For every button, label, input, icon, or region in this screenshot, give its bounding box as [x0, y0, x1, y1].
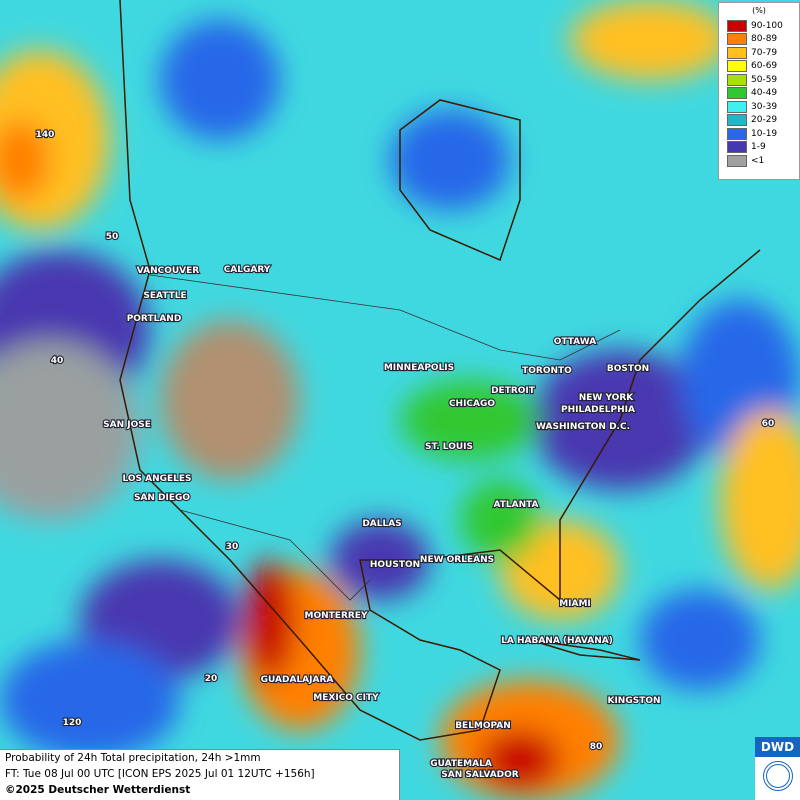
city-label: GUATEMALA — [430, 759, 492, 769]
legend-label: 90-100 — [751, 20, 783, 31]
legend-swatch — [727, 73, 747, 86]
city-label: ST. LOUIS — [425, 442, 473, 452]
legend-swatch — [727, 141, 747, 154]
grid-label: 140 — [36, 130, 55, 140]
legend-label: 80-89 — [751, 34, 778, 45]
borders — [149, 274, 621, 601]
legend-swatch — [727, 154, 747, 167]
legend-item: 70-79 — [727, 46, 799, 60]
caption: Probability of 24h Total precipitation, … — [0, 749, 400, 800]
legend-item: 60-69 — [727, 60, 799, 74]
city-label: ATLANTA — [493, 500, 538, 510]
legend-swatch — [727, 46, 747, 59]
city-label: DALLAS — [362, 519, 401, 529]
legend-label: 60-69 — [751, 61, 778, 72]
legend-title: (%) — [752, 6, 766, 15]
city-label: TORONTO — [522, 366, 572, 376]
grid-label: 60 — [762, 419, 775, 429]
city-label: HOUSTON — [370, 560, 420, 570]
legend: (%) 90-100 80-89 70-79 60-69 50-59 40-49 30-39… — [718, 2, 800, 180]
caption-line: ©2025 Deutscher Wetterdienst — [5, 784, 191, 796]
legend-label: 50-59 — [751, 74, 778, 85]
legend-swatch — [727, 33, 747, 46]
city-label: NEW YORK — [579, 393, 635, 403]
legend-label: 70-79 — [751, 47, 778, 58]
grid-label: 20 — [205, 674, 218, 684]
legend-swatch — [727, 100, 747, 113]
city-label: WASHINGTON D.C. — [536, 422, 630, 432]
grid-label: 40 — [51, 356, 64, 366]
city-label: SAN DIEGO — [134, 493, 190, 503]
city-label: LA HABANA (HAVANA) — [501, 636, 613, 646]
grid-label: 50 — [106, 232, 119, 242]
legend-swatch — [727, 127, 747, 140]
legend-label: 30-39 — [751, 101, 778, 112]
coastlines — [119, 0, 761, 741]
city-label: PHILADELPHIA — [561, 405, 635, 415]
city-label: GUADALAJARA — [261, 675, 334, 685]
city-label: SEATTLE — [143, 291, 186, 301]
logo-swirl — [762, 761, 793, 791]
legend-item: <1 — [727, 154, 799, 168]
legend-label: <1 — [751, 155, 765, 166]
legend-item: 10-19 — [727, 127, 799, 141]
city-label: VANCOUVER — [137, 266, 200, 276]
grid-label: 80 — [590, 742, 603, 752]
legend-swatch — [727, 19, 747, 32]
legend-item: 50-59 — [727, 73, 799, 87]
city-label: BELMOPAN — [455, 721, 511, 731]
caption-line: FT: Tue 08 Jul 00 UTC [ICON EPS 2025 Jul… — [5, 768, 315, 780]
city-label: OTTAWA — [554, 337, 597, 347]
city-label: PORTLAND — [127, 314, 182, 324]
legend-item: 90-100 — [727, 19, 799, 33]
legend-swatch — [727, 87, 747, 100]
city-label: CALGARY — [224, 265, 271, 275]
grid-label: 120 — [63, 718, 82, 728]
city-label: NEW ORLEANS — [420, 555, 494, 565]
legend-label: 1-9 — [751, 142, 766, 153]
legend-swatch — [727, 60, 747, 73]
logo: DWD — [755, 737, 800, 800]
city-label: KINGSTON — [607, 696, 660, 706]
legend-item: 80-89 — [727, 33, 799, 47]
legend-label: 20-29 — [751, 115, 778, 126]
legend-swatch — [727, 114, 747, 127]
city-label: DETROIT — [491, 386, 536, 396]
legend-label: 10-19 — [751, 128, 778, 139]
city-label: LOS ANGELES — [122, 474, 191, 484]
caption-line: Probability of 24h Total precipitation, … — [5, 752, 261, 764]
legend-item: 40-49 — [727, 87, 799, 101]
city-label: SAN SALVADOR — [441, 770, 518, 780]
city-label: MEXICO CITY — [313, 693, 379, 703]
legend-label: 40-49 — [751, 88, 778, 99]
city-label: MINNEAPOLIS — [384, 363, 454, 373]
legend-item: 1-9 — [727, 141, 799, 155]
legend-item: 20-29 — [727, 114, 799, 128]
city-label: SAN JOSE — [103, 420, 151, 430]
legend-item: 30-39 — [727, 100, 799, 114]
grid-label: 30 — [226, 542, 239, 552]
city-label: MIAMI — [559, 599, 591, 609]
city-label: MONTERREY — [305, 611, 368, 621]
city-label: BOSTON — [607, 364, 649, 374]
logo-text: DWD — [755, 737, 800, 757]
city-label: CHICAGO — [449, 399, 495, 409]
